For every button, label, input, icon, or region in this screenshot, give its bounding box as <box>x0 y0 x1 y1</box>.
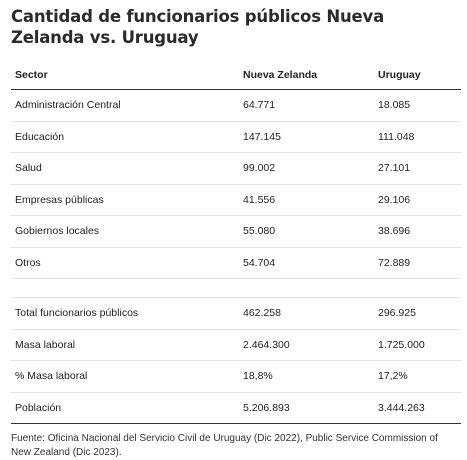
table-row: % Masa laboral 18,8% 17,2% <box>11 360 461 393</box>
page-title: Cantidad de funcionarios públicos Nueva … <box>11 7 384 47</box>
cell-sector: Total funcionarios públicos <box>11 297 239 330</box>
cell-nueva-zelanda: 99.002 <box>239 152 374 185</box>
table-row: Educación 147.145 111.048 <box>11 121 461 153</box>
cell-nueva-zelanda: 2.464.300 <box>239 329 374 361</box>
cell-sector: Gobiernos locales <box>11 215 239 248</box>
cell-uruguay: 17,2% <box>374 360 461 393</box>
header-nueva-zelanda: Nueva Zelanda <box>239 60 374 90</box>
cell-sector: Masa laboral <box>11 329 239 361</box>
table-row: Otros 54.704 72.889 <box>11 247 461 279</box>
table-row: Gobiernos locales 55.080 38.696 <box>11 215 461 248</box>
cell-nueva-zelanda: 55.080 <box>239 215 374 248</box>
data-table: Sector Nueva Zelanda Uruguay Administrac… <box>11 60 461 424</box>
header-sector: Sector <box>11 60 239 90</box>
cell-uruguay: 72.889 <box>374 247 461 279</box>
table-spacer-row <box>11 278 461 298</box>
cell-uruguay: 296.925 <box>374 297 461 330</box>
cell-uruguay: 38.696 <box>374 215 461 248</box>
cell-uruguay: 1.725.000 <box>374 329 461 361</box>
cell-nueva-zelanda: 54.704 <box>239 247 374 279</box>
cell-sector: Población <box>11 392 239 424</box>
table-row: Total funcionarios públicos 462.258 296.… <box>11 297 461 330</box>
table-row: Población 5.206.893 3.444.263 <box>11 392 461 424</box>
table-row: Administración Central 64.771 18.085 <box>11 89 461 122</box>
cell-uruguay: 3.444.263 <box>374 392 461 424</box>
cell-uruguay: 27.101 <box>374 152 461 185</box>
cell-sector: Educación <box>11 121 239 153</box>
cell-sector: % Masa laboral <box>11 360 239 393</box>
cell-nueva-zelanda: 462.258 <box>239 297 374 330</box>
cell-nueva-zelanda: 64.771 <box>239 89 374 122</box>
cell-sector: Salud <box>11 152 239 185</box>
cell-sector: Otros <box>11 247 239 279</box>
table-row: Masa laboral 2.464.300 1.725.000 <box>11 329 461 361</box>
cell-uruguay: 111.048 <box>374 121 461 153</box>
cell-nueva-zelanda: 5.206.893 <box>239 392 374 424</box>
spacer-cell <box>11 278 239 298</box>
cell-sector: Administración Central <box>11 89 239 122</box>
table-row: Empresas públicas 41.556 29.106 <box>11 184 461 216</box>
cell-uruguay: 29.106 <box>374 184 461 216</box>
source-note: Fuente: Oficina Nacional del Servicio Ci… <box>11 433 438 458</box>
cell-nueva-zelanda: 147.145 <box>239 121 374 153</box>
table-header-row: Sector Nueva Zelanda Uruguay <box>11 60 461 90</box>
cell-nueva-zelanda: 18,8% <box>239 360 374 393</box>
header-uruguay: Uruguay <box>374 60 461 90</box>
cell-uruguay: 18.085 <box>374 89 461 122</box>
spacer-cell <box>239 278 374 298</box>
table-row: Salud 99.002 27.101 <box>11 152 461 185</box>
chart-container: Cantidad de funcionarios públicos Nueva … <box>11 6 461 460</box>
spacer-cell <box>374 278 461 298</box>
cell-nueva-zelanda: 41.556 <box>239 184 374 216</box>
cell-sector: Empresas públicas <box>11 184 239 216</box>
